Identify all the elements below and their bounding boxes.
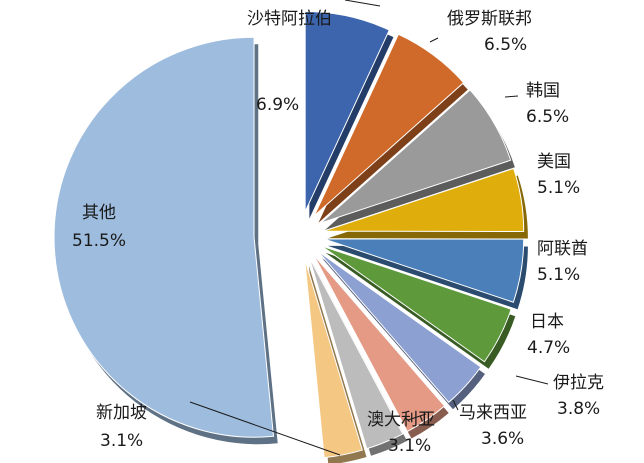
slice-label-uae: 阿联酋 5.1% (537, 239, 588, 285)
slice-value-text: 3.8% (557, 399, 600, 419)
pie-slice (323, 238, 525, 303)
slice-label-text: 美国 (537, 152, 571, 172)
pie-slice (317, 250, 482, 404)
leader-line (504, 95, 519, 98)
pie-slice (320, 89, 512, 224)
pie-slice (321, 245, 512, 363)
leader-line (515, 375, 549, 385)
slice-label-text: 韩国 (526, 81, 560, 101)
pie-slice (304, 11, 390, 212)
slice-label-text: 新加坡 (96, 403, 147, 423)
leader-line (452, 399, 459, 411)
slice-value-text: 6.5% (484, 35, 527, 55)
slice-label-iraq: 伊拉克 3.8% (553, 373, 604, 419)
slice-value-text: 3.1% (100, 431, 143, 451)
leader-line (344, 0, 381, 7)
slice-label-text: 其他 (82, 203, 116, 223)
slice-label-saudi: 沙特阿拉伯 6.9% (247, 9, 332, 115)
pie-slice (313, 33, 465, 217)
slice-label-other: 其他 51.5% (72, 203, 126, 251)
slice-label-korea: 韩国 6.5% (526, 81, 569, 127)
slice-label-text: 日本 (530, 312, 564, 332)
slice-label-usa: 美国 5.1% (537, 152, 580, 198)
slice-label-text: 阿联酋 (537, 239, 588, 259)
slice-value-text: 4.7% (527, 338, 570, 358)
slice-value-text: 51.5% (72, 231, 126, 251)
slice-value-text: 3.1% (388, 436, 431, 456)
slice-value-text: 6.5% (526, 107, 569, 127)
slice-value-text: 5.1% (537, 265, 580, 285)
slice-value-text: 6.9% (256, 95, 299, 115)
slice-label-japan: 日本 4.7% (527, 312, 570, 358)
pie-slice (313, 254, 446, 433)
slice-label-singapore: 新加坡 3.1% (96, 403, 147, 451)
slice-label-russia: 俄罗斯联邦 6.5% (447, 9, 532, 55)
pie-slice (323, 167, 525, 233)
slice-label-text: 伊拉克 (553, 373, 604, 393)
pie-slice (304, 258, 363, 459)
pie-slice (53, 36, 275, 438)
pie-slice (308, 256, 404, 450)
slice-value-text: 5.1% (537, 178, 580, 198)
slice-label-text: 澳大利亚 (367, 410, 435, 430)
pie-slices (53, 11, 528, 463)
leader-lines (189, 0, 549, 456)
slice-value-text: 3.6% (481, 429, 524, 449)
slice-label-text: 马来西亚 (459, 403, 527, 423)
slice-label-text: 沙特阿拉伯 (247, 9, 332, 29)
leader-line (189, 401, 341, 456)
leader-line (407, 413, 427, 421)
leader-line (429, 37, 439, 43)
slice-label-malaysia: 马来西亚 3.6% (459, 403, 527, 449)
slice-label-text: 俄罗斯联邦 (447, 9, 532, 29)
slice-label-australia: 澳大利亚 3.1% (367, 410, 435, 456)
pie-slice-depth (308, 265, 367, 463)
